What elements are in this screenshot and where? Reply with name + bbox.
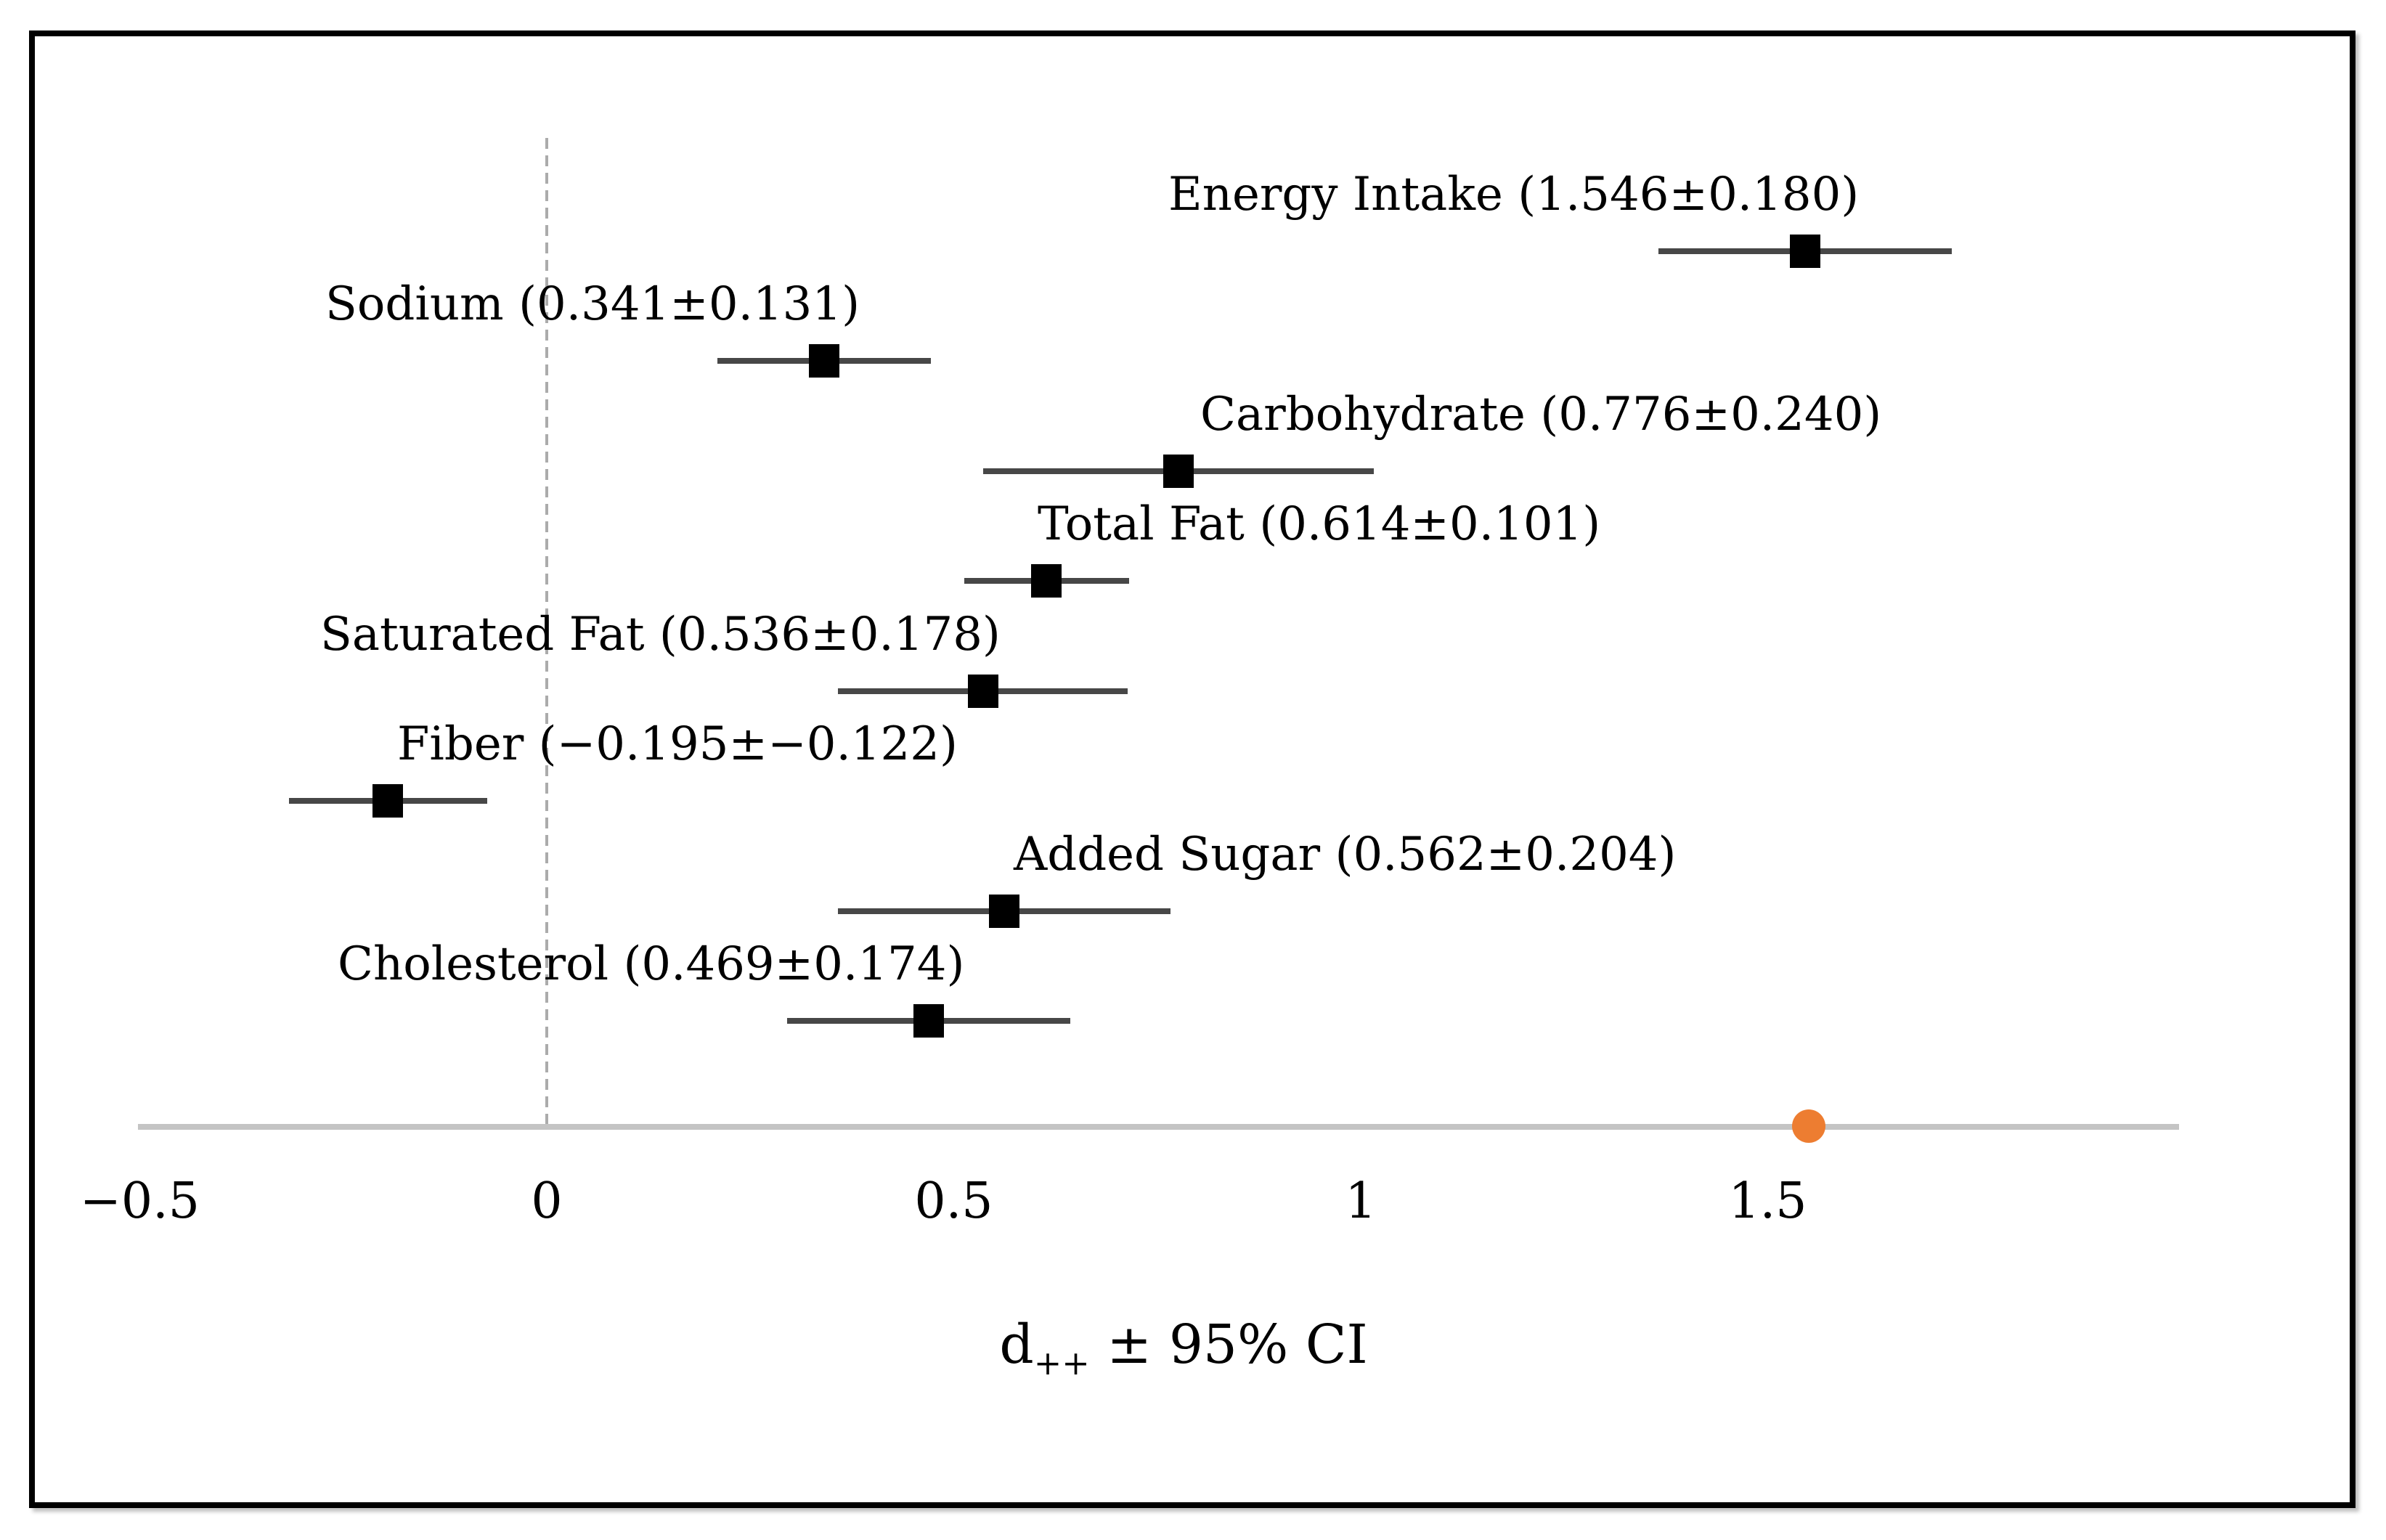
x-axis-title: d++ ± 95% CI	[999, 1311, 1368, 1380]
point-label-cholesterol: Cholesterol (0.469±0.174)	[338, 937, 965, 991]
point-label-added-sugar: Added Sugar (0.562±0.204)	[1014, 828, 1677, 881]
x-tick-label-1: 0	[531, 1173, 563, 1230]
point-label-saturated-fat: Saturated Fat (0.536±0.178)	[320, 608, 1001, 661]
x-tick-label-4: 1.5	[1728, 1173, 1807, 1230]
figure-frame	[29, 30, 2356, 1508]
x-tick-label-2: 0.5	[914, 1173, 993, 1230]
point-marker-cholesterol	[913, 1004, 944, 1038]
point-marker-carbohydrate	[1163, 455, 1194, 488]
x-axis-title-subscript: ++	[1033, 1343, 1090, 1382]
point-marker-added-sugar	[989, 895, 1019, 928]
zero-reference-line	[545, 138, 548, 1126]
point-label-sodium: Sodium (0.341±0.131)	[325, 277, 860, 331]
point-label-carbohydrate: Carbohydrate (0.776±0.240)	[1200, 388, 1882, 441]
overall-effect-marker	[1791, 1109, 1825, 1143]
point-label-energy-intake: Energy Intake (1.546±0.180)	[1168, 168, 1860, 221]
point-label-fiber: Fiber (−0.195±−0.122)	[397, 717, 958, 771]
x-tick-label-0: −0.5	[79, 1173, 200, 1230]
x-axis-line	[138, 1124, 2179, 1130]
point-marker-saturated-fat	[967, 675, 998, 708]
point-marker-energy-intake	[1790, 235, 1821, 268]
point-marker-total-fat	[1031, 564, 1062, 598]
point-marker-sodium	[809, 344, 840, 378]
point-label-total-fat: Total Fat (0.614±0.101)	[1038, 497, 1601, 551]
x-axis-title-suffix: ± 95% CI	[1089, 1313, 1368, 1376]
x-axis-title-symbol: d	[999, 1313, 1034, 1376]
point-marker-fiber	[372, 784, 404, 818]
x-tick-label-3: 1	[1345, 1173, 1377, 1230]
